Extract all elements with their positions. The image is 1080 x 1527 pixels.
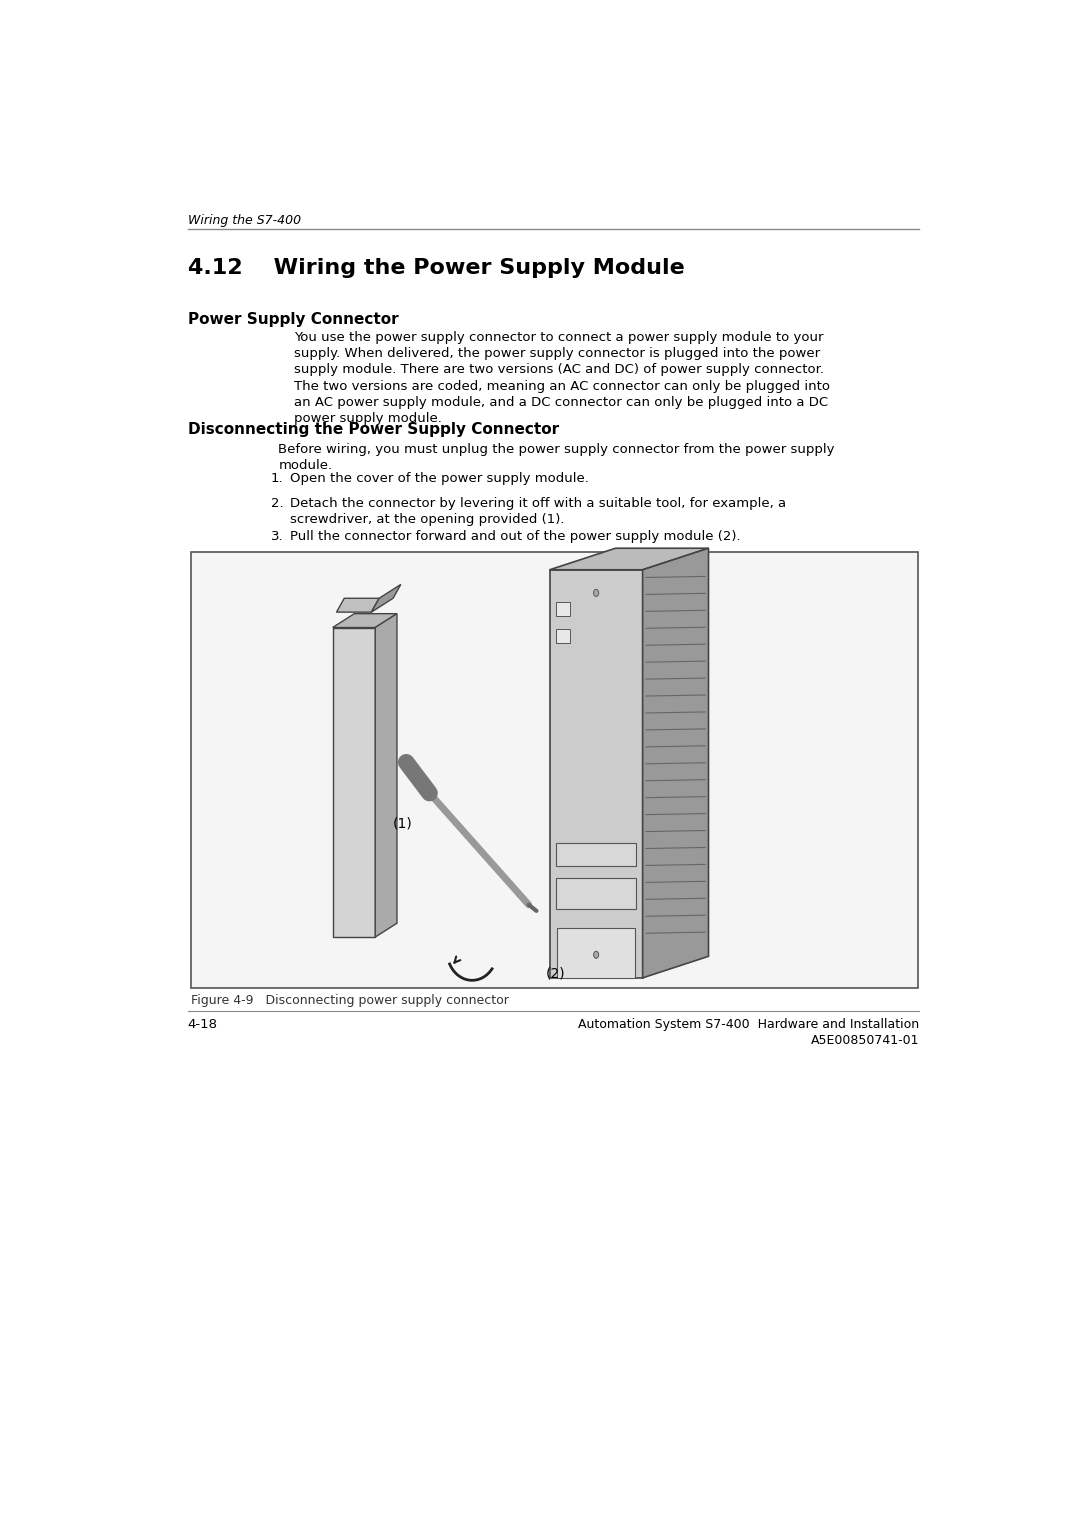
Polygon shape <box>333 614 397 628</box>
Text: Automation System S7-400  Hardware and Installation: Automation System S7-400 Hardware and In… <box>578 1019 919 1031</box>
Text: Disconnecting the Power Supply Connector: Disconnecting the Power Supply Connector <box>188 421 558 437</box>
Text: Before wiring, you must unplug the power supply connector from the power supply: Before wiring, you must unplug the power… <box>279 443 835 455</box>
Text: 4.12    Wiring the Power Supply Module: 4.12 Wiring the Power Supply Module <box>188 258 685 278</box>
Text: Pull the connector forward and out of the power supply module (2).: Pull the connector forward and out of th… <box>291 530 741 542</box>
Text: 4-18: 4-18 <box>188 1019 218 1031</box>
Text: Power Supply Connector: Power Supply Connector <box>188 312 399 327</box>
Polygon shape <box>337 599 379 612</box>
Polygon shape <box>333 628 375 938</box>
Text: screwdriver, at the opening provided (1).: screwdriver, at the opening provided (1)… <box>291 513 565 525</box>
Text: 2.: 2. <box>271 496 283 510</box>
Polygon shape <box>556 602 570 615</box>
Polygon shape <box>550 548 708 570</box>
Text: (1): (1) <box>393 815 413 831</box>
Text: 1.: 1. <box>271 472 283 486</box>
Text: supply module. There are two versions (AC and DC) of power supply connector.: supply module. There are two versions (A… <box>294 363 824 377</box>
Text: Figure 4-9   Disconnecting power supply connector: Figure 4-9 Disconnecting power supply co… <box>191 994 509 1006</box>
Text: Wiring the S7-400: Wiring the S7-400 <box>188 214 301 228</box>
Circle shape <box>594 589 598 597</box>
Polygon shape <box>550 570 643 977</box>
Text: Open the cover of the power supply module.: Open the cover of the power supply modul… <box>291 472 589 486</box>
Bar <box>191 553 918 988</box>
Polygon shape <box>557 928 635 977</box>
Text: You use the power supply connector to connect a power supply module to your: You use the power supply connector to co… <box>294 331 823 344</box>
Polygon shape <box>556 878 636 909</box>
Text: 3.: 3. <box>271 530 283 542</box>
Circle shape <box>594 951 598 959</box>
Text: supply. When delivered, the power supply connector is plugged into the power: supply. When delivered, the power supply… <box>294 347 820 360</box>
Polygon shape <box>556 629 570 643</box>
Polygon shape <box>372 585 401 612</box>
Polygon shape <box>643 548 708 977</box>
Text: module.: module. <box>279 460 333 472</box>
Text: (2): (2) <box>545 967 565 980</box>
Text: power supply module.: power supply module. <box>294 412 442 425</box>
Text: an AC power supply module, and a DC connector can only be plugged into a DC: an AC power supply module, and a DC conn… <box>294 395 828 409</box>
Text: A5E00850741-01: A5E00850741-01 <box>811 1034 919 1048</box>
Polygon shape <box>375 614 397 938</box>
Text: Detach the connector by levering it off with a suitable tool, for example, a: Detach the connector by levering it off … <box>291 496 786 510</box>
Text: The two versions are coded, meaning an AC connector can only be plugged into: The two versions are coded, meaning an A… <box>294 380 829 392</box>
Polygon shape <box>556 843 636 866</box>
